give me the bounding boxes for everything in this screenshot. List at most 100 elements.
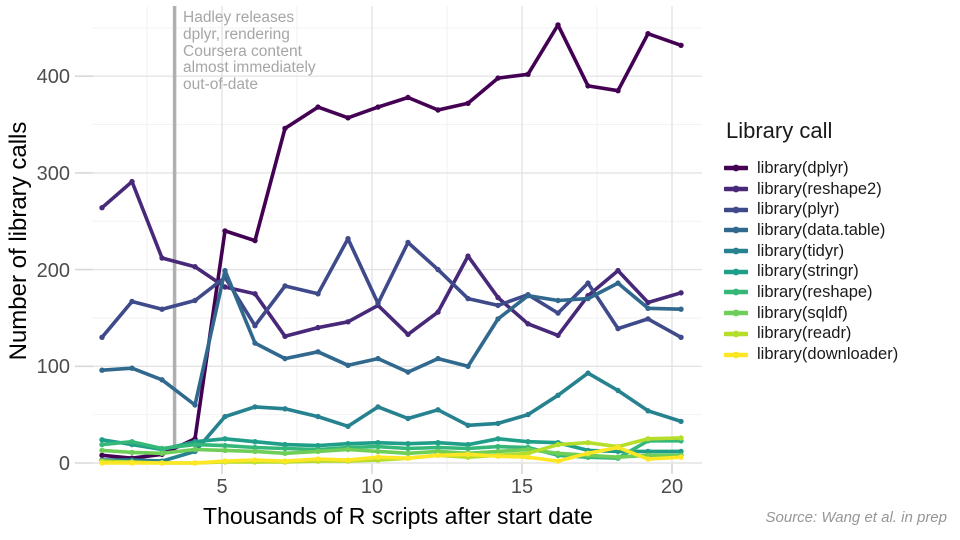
series-point-readr [585,440,591,446]
annotation-line: Hadley releases [183,9,295,26]
series-point-stringr [678,448,684,455]
series-point-data.table [555,297,561,304]
series-point-stringr [525,439,531,445]
series-point-readr [555,441,561,448]
series-point-stringr [345,441,351,447]
series-point-reshape2 [129,178,135,185]
series-point-sqldf [129,449,135,456]
series-line-stringr [100,436,683,454]
legend-item-label: library(data.table) [757,220,886,239]
annotation-text: Hadley releases dplyr, rendering Coursera … [183,9,316,94]
series-point-sqldf [159,450,165,456]
legend-key-icon [724,185,748,193]
series-point-plyr [159,306,165,312]
series-point-readr [678,435,684,441]
legend-item-label: library(stringr) [757,262,859,281]
series-point-reshape [192,441,198,448]
series-point-downloader [405,455,411,461]
series-point-reshape [129,439,135,445]
series-point-tidyr [252,404,258,410]
series-point-sqldf [315,448,321,455]
series-point-data.table [129,365,135,371]
series-point-plyr [585,280,591,286]
series-point-plyr [678,334,684,340]
series-point-plyr [192,297,198,304]
legend-item-stringr: library(stringr) [724,261,898,282]
series-point-tidyr [525,411,531,418]
legend-items: library(dplyr) library(reshape2) library(p… [724,158,898,365]
series-point-tidyr [615,387,621,394]
annotation-line: Coursera content [183,42,302,60]
legend-item-label: library(reshape2) [757,179,882,198]
series-point-data.table [525,293,531,299]
series-point-sqldf [405,450,411,456]
series-point-data.table [678,306,684,312]
legend-item-label: library(plyr) [757,200,840,219]
series-point-data.table [222,267,228,274]
source-note: Source: Wang et al. in prep [765,509,948,526]
series-point-sqldf [222,447,228,454]
series-point-data.table [345,362,351,368]
legend-key-icon [724,309,748,317]
legend-item-readr: library(readr) [724,324,898,345]
y-tick-label: 0 [58,453,70,475]
series-point-downloader [129,460,135,466]
series-point-dplyr [615,88,621,94]
legend-item-label: library(sqldf) [757,303,848,322]
series-point-plyr [282,283,288,289]
series-point-dplyr [405,94,411,101]
series-point-downloader [495,453,501,459]
series-point-data.table [375,355,381,362]
series-point-dplyr [645,31,651,37]
series-point-dplyr [375,104,381,110]
legend: Library call library(dplyr) library(resha… [724,118,898,365]
series-point-tidyr [222,413,228,420]
legend-item-label: library(downloader) [757,345,899,364]
series-point-reshape2 [555,332,561,339]
series-point-dplyr [282,125,288,132]
series-point-reshape2 [345,319,351,325]
series-point-data.table [192,402,198,408]
annotation-line: almost immediately [183,59,316,77]
x-tick-label: 10 [360,476,384,498]
series-point-downloader [282,458,288,464]
series-point-plyr [345,236,351,242]
series-point-plyr [615,325,621,332]
series-point-stringr [645,448,651,455]
annotation-line: dplyr, rendering [183,25,290,43]
series-point-data.table [315,349,321,355]
series-point-downloader [315,456,321,462]
series-point-dplyr [525,71,531,78]
series-point-downloader [159,460,165,466]
legend-item-plyr: library(plyr) [724,199,898,220]
legend-key-icon [724,268,748,276]
series-point-tidyr [315,413,321,420]
legend-item-label: library(dplyr) [757,158,849,177]
series-point-downloader [192,460,198,466]
series-point-stringr [615,448,621,455]
series-point-reshape2 [495,294,501,301]
series-point-data.table [252,340,258,346]
legend-key-icon [724,330,748,338]
series-point-plyr [129,298,135,305]
series-point-stringr [222,436,228,442]
legend-item-tidyr: library(tidyr) [724,241,898,262]
legend-key-icon [724,227,748,234]
series-line-dplyr [100,23,683,461]
series-point-reshape [465,445,471,452]
series-point-tidyr [405,415,411,422]
series-point-dplyr [222,228,228,234]
series-point-plyr [495,302,501,309]
series-point-data.table [615,280,621,286]
series-point-downloader [525,454,531,460]
series-point-downloader [252,457,258,463]
series-point-reshape [222,442,228,449]
series-point-tidyr [678,418,684,425]
legend-key-icon [724,351,748,358]
series-point-sqldf [282,450,288,456]
series-point-stringr [315,442,321,449]
series-point-sqldf [555,450,561,456]
legend-key-icon [724,206,748,214]
legend-item-sqldf: library(sqldf) [724,303,898,324]
